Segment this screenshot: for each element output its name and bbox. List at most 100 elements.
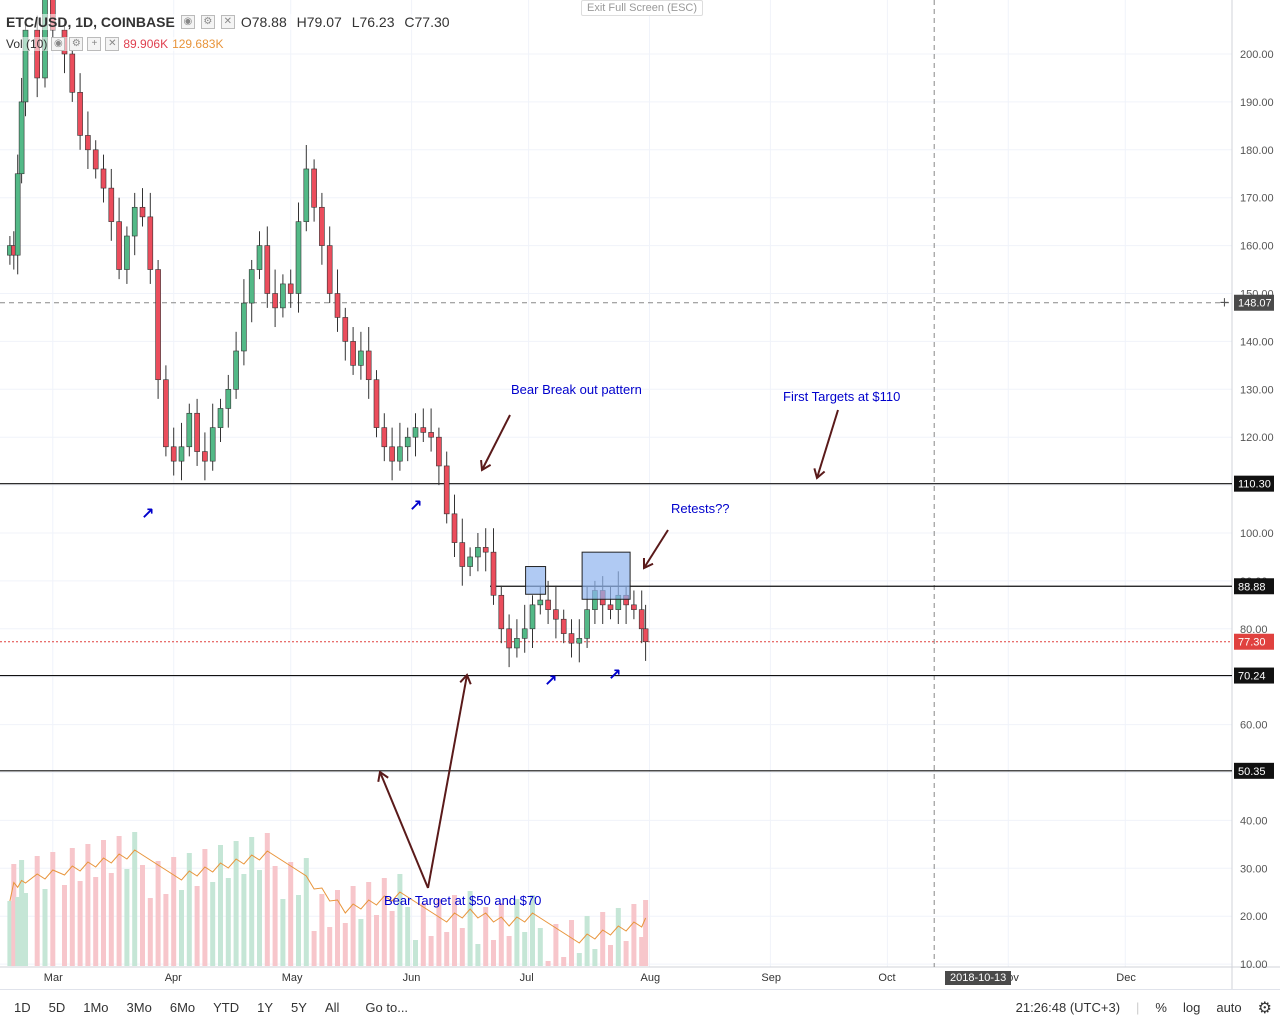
volume-bar	[600, 912, 606, 966]
candle-body	[553, 609, 559, 620]
current-price-tag	[1234, 633, 1274, 650]
y-tick-label: 100.00	[1240, 528, 1274, 540]
close-icon[interactable]: ✕	[220, 15, 235, 29]
auto-toggle[interactable]: auto	[1216, 1000, 1242, 1015]
volume-bar	[506, 936, 512, 966]
candle-body	[475, 547, 481, 558]
up-arrow-marker: ↗	[141, 504, 154, 523]
volume-bar	[459, 928, 465, 966]
bottom-toolbar: 1D 5D 1Mo 3Mo 6Mo YTD 1Y 5Y All Go to...…	[0, 989, 1280, 1025]
level-tag-50	[1234, 762, 1274, 779]
eye-icon[interactable]: ◉	[51, 37, 66, 51]
range-ytd-button[interactable]: YTD	[213, 1000, 240, 1015]
y-tick-label: 10.00	[1240, 959, 1268, 971]
settings-icon[interactable]: ⚙	[69, 37, 84, 51]
range-1mo-button[interactable]: 1Mo	[83, 1000, 109, 1015]
candle-body	[209, 427, 216, 462]
volume-bar	[452, 895, 457, 966]
candle-body	[428, 432, 434, 438]
chart-grid	[0, 0, 1280, 989]
volume-bar	[420, 903, 426, 966]
candle-body	[342, 317, 349, 342]
y-tick-label: 80.00	[1240, 624, 1268, 636]
level-tag-70-text: 70.24	[1238, 671, 1266, 683]
candle-body	[256, 245, 263, 270]
eye-icon[interactable]: ◉	[180, 15, 195, 29]
volume-bar	[194, 886, 200, 966]
candle-body	[280, 283, 286, 309]
candlestick-series	[7, 0, 649, 668]
settings-icon[interactable]: ⚙	[200, 15, 215, 29]
volume-bar	[296, 895, 301, 966]
level-tag-110-text: 110.30	[1238, 479, 1271, 491]
range-all-button[interactable]: All	[324, 1000, 340, 1015]
candle-body	[350, 341, 356, 366]
range-1d-button[interactable]: 1D	[14, 1000, 31, 1015]
range-5d-button[interactable]: 5D	[48, 1000, 66, 1015]
add-icon[interactable]: +	[87, 37, 102, 51]
volume-bar	[69, 848, 75, 966]
exit-fullscreen-button[interactable]: Exit Full Screen (ESC)	[581, 0, 704, 16]
log-toggle[interactable]: log	[1182, 1000, 1201, 1015]
percent-toggle[interactable]: %	[1155, 1000, 1167, 1015]
close-icon[interactable]: ✕	[105, 37, 120, 51]
horizontal-levels	[0, 483, 1232, 772]
up-arrow-marker: ↗	[544, 671, 557, 690]
time-tick-label: Jun	[402, 972, 421, 984]
range-5y-button[interactable]: 5Y	[291, 1000, 307, 1015]
volume-bar	[132, 832, 138, 966]
up-arrow-marker: ↗	[608, 665, 621, 684]
volume-bar	[218, 845, 223, 966]
candle-body	[389, 446, 395, 462]
volume-bar	[491, 940, 496, 966]
range-6mo-button[interactable]: 6Mo	[169, 1000, 196, 1015]
candle-body	[514, 638, 520, 649]
time-tick-label: Mar	[43, 972, 63, 984]
gear-icon[interactable]: ⚙	[1257, 999, 1272, 1017]
chart-legend: ETC/USD, 1D, COINBASE ◉ ⚙ ✕ O78.88 H79.0…	[6, 14, 456, 30]
volume-bar	[374, 915, 379, 966]
volume-ma	[9, 849, 647, 944]
price-chart[interactable]: ↗ ↗ ↗ ↗ Bear Break out pattern First Targets …	[0, 0, 1280, 989]
goto-button[interactable]: Go to...	[365, 1000, 409, 1015]
candle-body	[14, 173, 21, 256]
volume-ma-value: 129.683K	[172, 37, 224, 51]
open-value: O78.88	[240, 14, 287, 30]
annotation-overlays: ↗ ↗ ↗ ↗ Bear Break out pattern First Targets …	[141, 382, 900, 908]
candle-body	[467, 556, 473, 567]
candle-body	[584, 609, 590, 639]
volume-bar	[366, 882, 372, 966]
candle-body	[69, 53, 76, 93]
volume-bar	[77, 881, 83, 966]
candle-body	[155, 269, 161, 381]
candle-body	[77, 92, 83, 136]
level-tag-110	[1234, 475, 1274, 492]
volume-bar	[140, 865, 145, 966]
candle-body	[358, 350, 364, 366]
bear-target-arrow-70	[427, 674, 468, 889]
volume-bar	[444, 932, 450, 966]
candle-body	[560, 618, 567, 634]
volume-ma-line	[9, 849, 647, 944]
time-tick-label: Sep	[761, 972, 781, 984]
up-arrow-marker: ↗	[409, 496, 422, 515]
volume-bar	[467, 891, 473, 966]
candle-body	[233, 350, 239, 390]
retest-arrow	[642, 557, 654, 570]
y-tick-label: 120.00	[1240, 432, 1274, 444]
first-target-arrow	[813, 468, 826, 480]
range-3mo-button[interactable]: 3Mo	[126, 1000, 152, 1015]
volume-bar	[15, 897, 21, 966]
volume-bar	[342, 923, 348, 966]
close-value: C77.30	[404, 14, 450, 30]
volume-bar	[389, 911, 395, 966]
y-tick-label: 180.00	[1240, 145, 1274, 157]
candle-body	[34, 29, 41, 79]
volume-bar	[483, 907, 489, 966]
bear-break-arrow	[481, 414, 511, 471]
range-1y-button[interactable]: 1Y	[257, 1000, 274, 1015]
candle-body	[92, 149, 99, 170]
y-tick-label: 40.00	[1240, 815, 1268, 827]
time-tick-label: Aug	[640, 972, 661, 984]
candle-body	[459, 542, 466, 567]
